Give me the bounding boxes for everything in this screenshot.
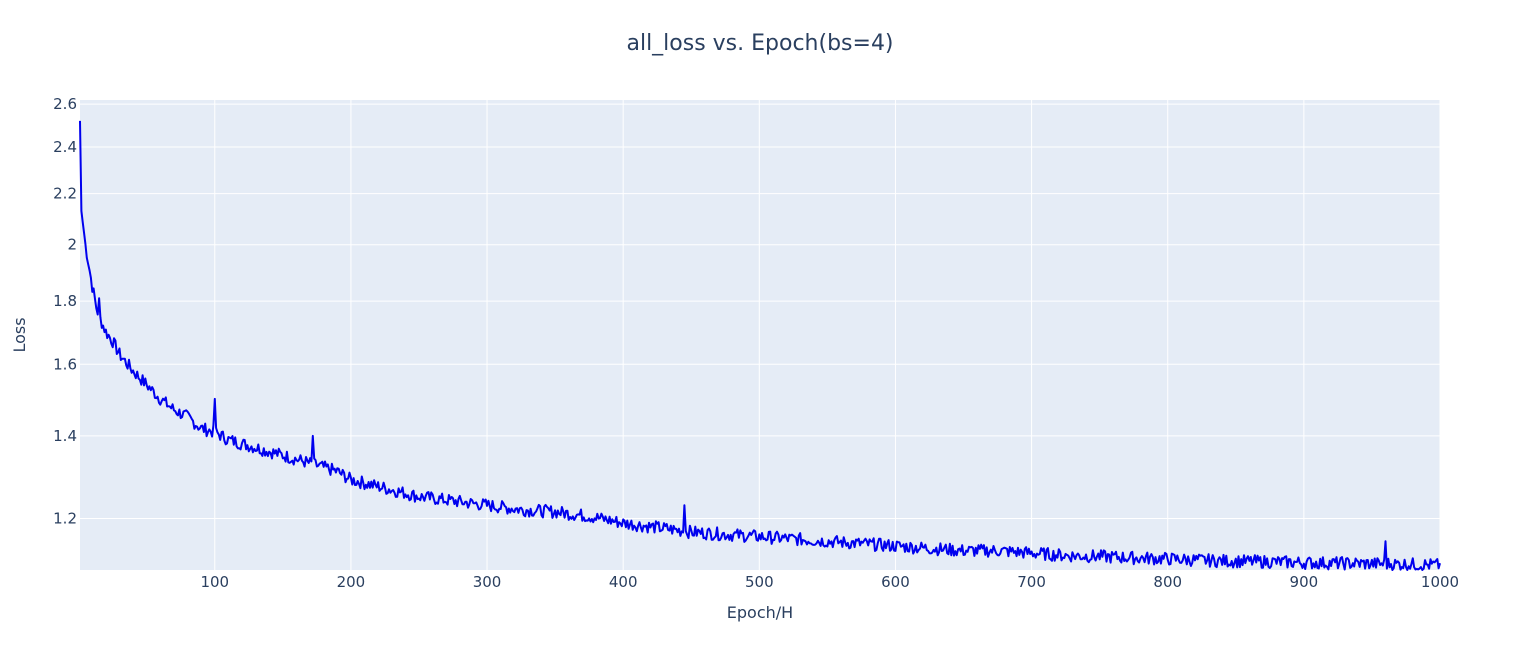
- x-tick-label: 400: [609, 573, 638, 591]
- x-tick-label: 200: [337, 573, 366, 591]
- x-tick-label: 600: [881, 573, 910, 591]
- y-tick-label: 1.6: [53, 355, 77, 373]
- y-tick-label: 1.8: [53, 292, 77, 310]
- x-tick-label: 300: [473, 573, 502, 591]
- chart-title: all_loss vs. Epoch(bs=4): [626, 31, 893, 56]
- y-axis-ticks: 1.2 1.4 1.6 1.8 2 2.2 2.4 2.6: [53, 95, 77, 527]
- y-tick-label: 2.6: [53, 95, 77, 113]
- y-tick-label: 2.4: [53, 138, 77, 156]
- y-axis-title: Loss: [10, 317, 29, 352]
- x-axis-ticks: 100 200 300 400 500 600 700 800 900 1000: [200, 573, 1459, 591]
- y-tick-label: 2.2: [53, 185, 77, 203]
- x-tick-label: 800: [1153, 573, 1182, 591]
- x-tick-label: 700: [1017, 573, 1046, 591]
- plot-area: [80, 100, 1440, 570]
- x-tick-label: 500: [745, 573, 774, 591]
- x-tick-label: 900: [1290, 573, 1319, 591]
- gridlines: [80, 100, 1441, 570]
- x-tick-label: 100: [200, 573, 229, 591]
- y-tick-label: 1.4: [53, 427, 77, 445]
- y-tick-label: 1.2: [53, 509, 77, 527]
- series-line-all-loss: [79, 120, 1441, 571]
- y-tick-label: 2: [67, 236, 77, 254]
- x-tick-label: 1000: [1421, 573, 1459, 591]
- x-axis-title: Epoch/H: [727, 603, 793, 622]
